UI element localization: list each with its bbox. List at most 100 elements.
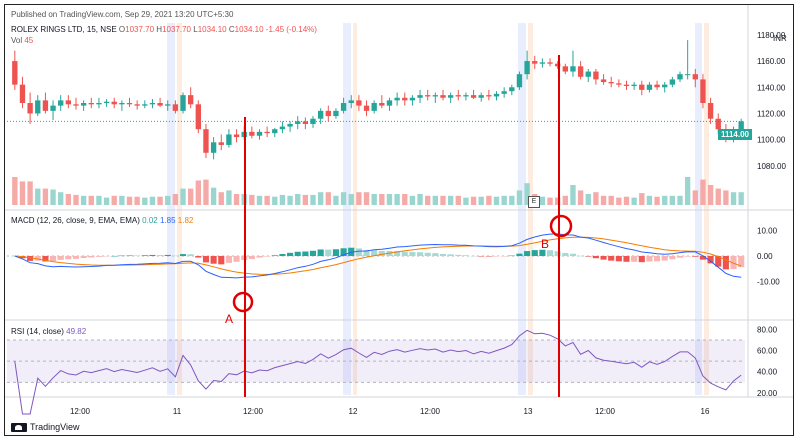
volume-bar	[501, 195, 507, 205]
volume-bar	[210, 187, 217, 205]
volume-bar	[50, 189, 56, 205]
candle	[325, 105, 331, 122]
candle	[417, 89, 423, 103]
volume-bar	[402, 194, 408, 205]
volume-bar	[134, 196, 140, 205]
volume-bar	[58, 192, 64, 205]
price-tick: 1140.00	[757, 83, 786, 92]
volume-bar	[27, 181, 33, 205]
candle-body	[119, 103, 125, 105]
macd-hist-bar	[49, 256, 57, 262]
macd-hist-bar	[294, 251, 301, 256]
macd-hist-bar	[455, 254, 462, 256]
change-value: -1.45 (-0.14%)	[265, 25, 317, 34]
chart-canvas[interactable]: 1180.001160.001140.001120.001100.001080.…	[5, 5, 794, 436]
candle	[493, 91, 500, 101]
volume-bar	[700, 179, 706, 205]
volume-bar	[172, 194, 179, 205]
candle	[379, 95, 385, 109]
candle-body	[379, 103, 385, 106]
candle	[707, 97, 714, 124]
candle-body	[188, 95, 194, 105]
candle-body	[631, 84, 637, 86]
macd-hist-bar	[179, 254, 187, 256]
macd-hist-bar	[287, 252, 294, 256]
volume-bar	[256, 195, 263, 205]
volume-bar	[555, 197, 561, 205]
rsi-label[interactable]: RSI (14, close)	[11, 327, 64, 336]
session-band	[177, 23, 182, 395]
macd-hist-bar	[363, 249, 370, 256]
candle-body	[539, 62, 546, 64]
macd-value: 1.85	[159, 216, 176, 225]
price-tick: 1160.00	[757, 57, 786, 66]
event-marker[interactable]: E	[528, 196, 540, 208]
macd-hist-bar	[516, 253, 523, 256]
candle-body	[593, 71, 599, 80]
volume-bar	[188, 188, 194, 205]
vol-key[interactable]: Vol	[11, 36, 23, 45]
candle-body	[218, 142, 224, 145]
macd-hist-value: 0.02	[142, 216, 158, 225]
candle-body	[88, 103, 94, 105]
candle-body	[623, 84, 630, 86]
tradingview-brand[interactable]: TradingView	[11, 422, 80, 432]
macd-hist-bar	[80, 256, 87, 259]
candle-body	[432, 95, 439, 97]
candle	[455, 89, 461, 101]
macd-hist-bar	[202, 256, 210, 263]
candle-body	[165, 104, 171, 106]
volume-bar	[509, 195, 515, 205]
candle	[470, 89, 477, 100]
candle	[371, 100, 377, 114]
candle-body	[646, 84, 653, 90]
candle-body	[256, 131, 263, 136]
macd-hist-bar	[371, 250, 378, 256]
time-label: 16	[701, 407, 710, 416]
candle-body	[562, 66, 568, 72]
macd-line	[14, 233, 742, 279]
candle	[555, 61, 561, 69]
volume-bar	[88, 195, 94, 205]
macd-hist-bar	[27, 256, 34, 261]
candle	[639, 80, 645, 96]
candle	[165, 100, 171, 111]
candle-body	[42, 100, 49, 111]
candle-body	[386, 100, 393, 106]
price-tick: 1180.00	[757, 31, 786, 40]
candle	[157, 97, 163, 107]
candle-body	[493, 93, 500, 97]
candle-body	[35, 100, 41, 114]
candle	[631, 82, 637, 90]
candle	[447, 92, 454, 103]
macd-hist-bar	[485, 256, 492, 257]
volume-bar	[73, 194, 79, 205]
candle	[233, 129, 240, 143]
macd-hist-bar	[218, 256, 225, 265]
time-label: 12	[349, 407, 358, 416]
symbol-label[interactable]: ROLEX RINGS LTD, 15, NSE	[11, 25, 117, 34]
candle	[356, 95, 362, 111]
macd-hist-bar	[195, 256, 202, 258]
time-label: 13	[524, 407, 533, 416]
candle-body	[585, 71, 591, 77]
candle-body	[103, 101, 110, 103]
volume-bar	[226, 190, 232, 205]
candle-body	[555, 63, 561, 67]
macd-hist-bar	[65, 256, 72, 260]
candle-body	[707, 103, 714, 119]
macd-label[interactable]: MACD (12, 26, close, 9, EMA, EMA)	[11, 216, 140, 225]
candle-body	[12, 61, 18, 85]
macd-hist-bar	[531, 250, 538, 256]
high-value: 1037.70	[162, 25, 191, 34]
candle-body	[58, 100, 64, 106]
volume-bar	[12, 177, 18, 205]
candle	[562, 63, 568, 75]
candle	[524, 50, 530, 80]
macd-hist-bar	[707, 256, 714, 264]
volume-bar	[516, 190, 523, 205]
currency-label: INR	[773, 34, 787, 43]
candle	[677, 71, 683, 83]
candle-body	[279, 126, 286, 130]
volume-bar	[669, 195, 676, 205]
